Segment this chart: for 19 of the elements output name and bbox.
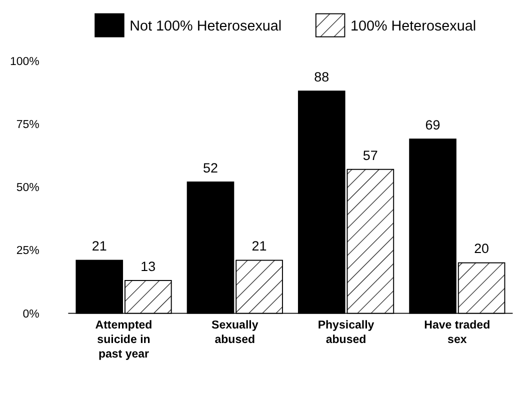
data-label: 88: [314, 70, 330, 85]
x-tick-label: Have traded sex: [424, 320, 490, 346]
x-tick-label: Physically abused: [318, 320, 375, 346]
y-tick-label: 0%: [22, 308, 40, 320]
y-tick-label: 25%: [16, 245, 40, 258]
data-label: 57: [362, 148, 378, 163]
legend-label: Not 100% Heterosexual: [130, 18, 282, 34]
legend-label: 100% Heterosexual: [350, 18, 476, 34]
data-label: 20: [474, 241, 490, 256]
data-label: 21: [92, 238, 107, 254]
data-label: 69: [425, 117, 440, 132]
y-tick-label: 75%: [16, 118, 40, 131]
x-tick-label: Sexually abused: [212, 320, 259, 346]
y-tick-label: 50%: [16, 182, 40, 194]
data-label: 52: [203, 160, 218, 176]
y-tick-label: 100%: [10, 56, 40, 68]
data-label: 21: [252, 238, 267, 254]
data-label: 13: [140, 258, 156, 274]
x-tick-label: Attempted suicide in past year: [95, 320, 152, 360]
